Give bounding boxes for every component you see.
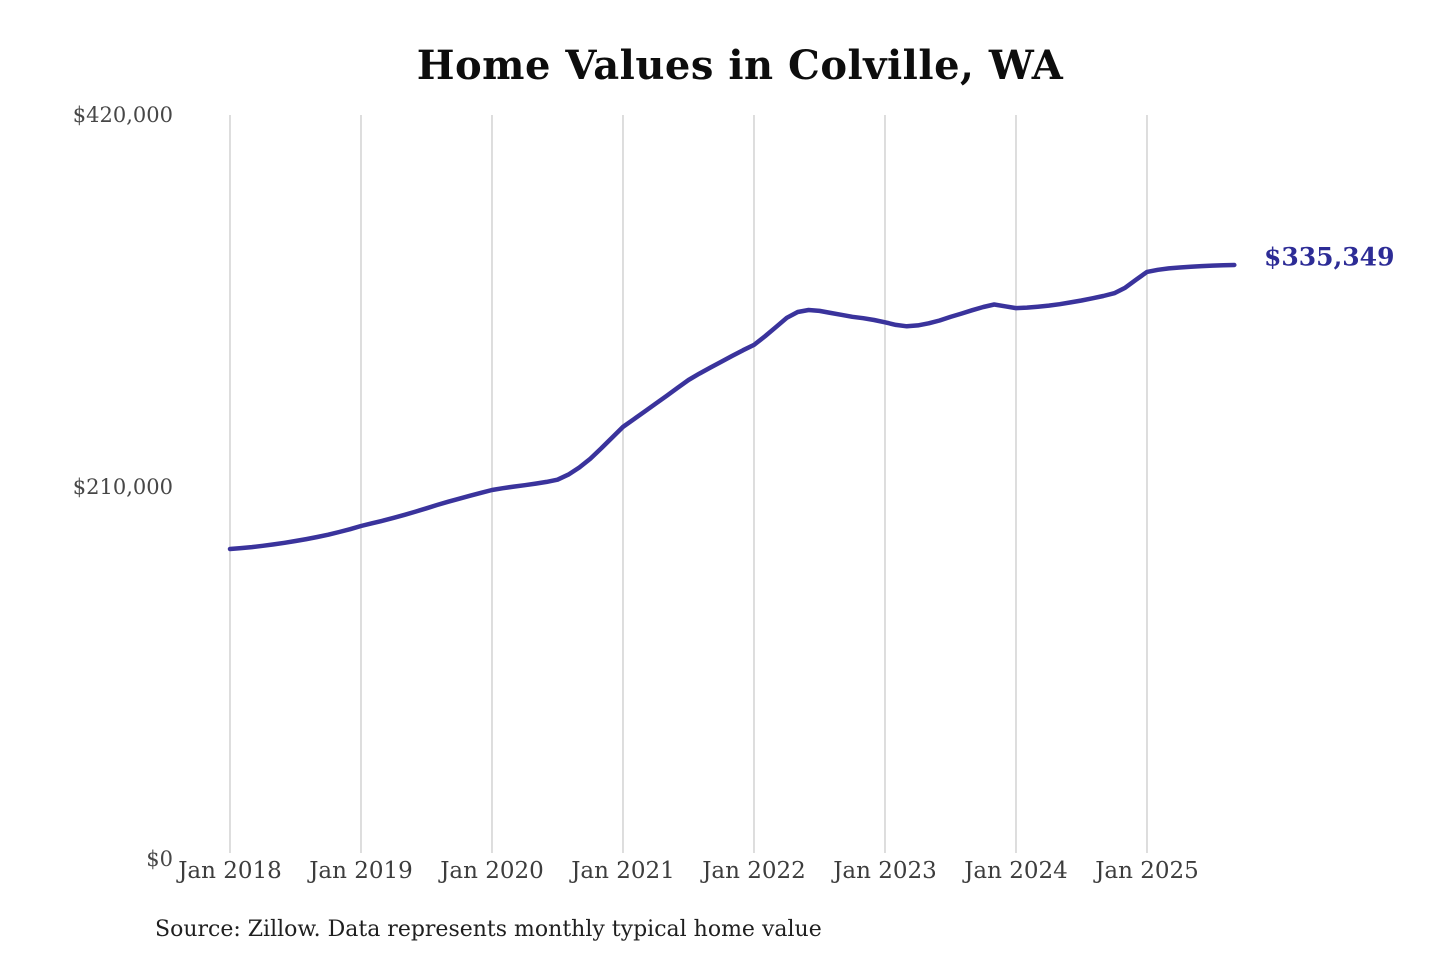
y-tick-label: $210,000 <box>72 475 173 499</box>
x-tick-label: Jan 2019 <box>309 858 413 884</box>
x-tick-label: Jan 2023 <box>833 858 937 884</box>
source-note: Source: Zillow. Data represents monthly … <box>155 917 822 942</box>
y-tick-label: $0 <box>146 847 173 871</box>
x-tick-label: Jan 2022 <box>702 858 806 884</box>
x-tick-label: Jan 2021 <box>571 858 675 884</box>
chart-title: Home Values in Colville, WA <box>416 42 1064 89</box>
x-tick-label: Jan 2025 <box>1095 858 1199 884</box>
latest-value-annotation: $335,349 <box>1264 242 1395 272</box>
x-tick-label: Jan 2018 <box>178 858 282 884</box>
x-tick-label: Jan 2020 <box>440 858 544 884</box>
year-gridlines <box>229 115 1148 853</box>
home-value-series-line <box>227 262 1237 552</box>
y-tick-label: $420,000 <box>72 103 173 127</box>
x-tick-label: Jan 2024 <box>964 858 1068 884</box>
